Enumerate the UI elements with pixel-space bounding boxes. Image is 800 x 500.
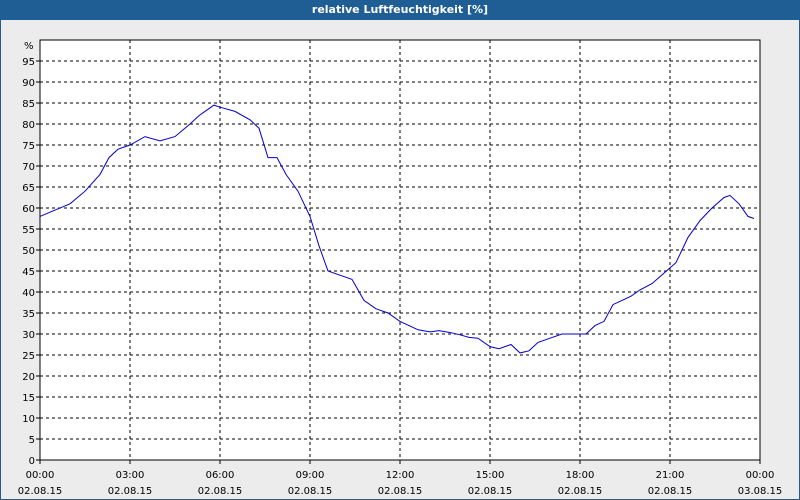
y-tick-label: 85 — [22, 99, 35, 110]
x-tick-time-label: 06:00 — [206, 470, 235, 481]
chart-title: relative Luftfeuchtigkeit [%] — [0, 0, 800, 20]
x-tick-date-label: 02.08.15 — [378, 486, 423, 497]
y-tick-label: 10 — [22, 414, 35, 425]
y-tick-label: 15 — [22, 393, 35, 404]
y-tick-label: 35 — [22, 309, 35, 320]
y-tick-label: 70 — [22, 162, 35, 173]
x-tick-time-label: 09:00 — [296, 470, 325, 481]
y-tick-label: 55 — [22, 225, 35, 236]
grid — [40, 40, 760, 460]
x-tick-time-label: 00:00 — [746, 470, 775, 481]
x-tick-date-label: 02.08.15 — [468, 486, 513, 497]
y-tick-label: 50 — [22, 246, 35, 257]
y-tick-label: 30 — [22, 330, 35, 341]
y-axis: 0 5 10 15 20 25 30 35 40 45 50 55 60 65 70 75 80 85 90 95 — [22, 57, 40, 467]
y-tick-label: 40 — [22, 288, 35, 299]
x-tick-time-label: 03:00 — [116, 470, 145, 481]
humidity-series-line — [39, 104, 755, 354]
x-tick-date-label: 02.08.15 — [198, 486, 243, 497]
x-tick-time-label: 00:00 — [26, 470, 55, 481]
x-tick-date-label: 02.08.15 — [648, 486, 693, 497]
y-tick-label: 65 — [22, 183, 35, 194]
x-tick-time-label: 21:00 — [656, 470, 685, 481]
x-axis: 00:00 02.08.15 03:00 02.08.15 06:00 02.08.15 0… — [18, 460, 783, 497]
x-tick-date-label: 02.08.15 — [288, 486, 333, 497]
x-tick-time-label: 15:00 — [476, 470, 505, 481]
y-unit-label: % — [24, 41, 34, 52]
y-tick-label: 90 — [22, 78, 35, 89]
y-tick-label: 25 — [22, 351, 35, 362]
y-tick-label: 0 — [29, 456, 35, 467]
x-tick-date-label: 02.08.15 — [18, 486, 63, 497]
y-tick-label: 80 — [22, 120, 35, 131]
y-tick-label: 5 — [29, 435, 35, 446]
y-tick-label: 20 — [22, 372, 35, 383]
x-tick-date-label: 02.08.15 — [108, 486, 153, 497]
y-tick-label: 60 — [22, 204, 35, 215]
x-tick-date-label: 02.08.15 — [558, 486, 603, 497]
x-tick-time-label: 18:00 — [566, 470, 595, 481]
y-tick-label: 45 — [22, 267, 35, 278]
y-tick-label: 75 — [22, 141, 35, 152]
x-tick-date-label: 03.08.15 — [738, 486, 783, 497]
x-tick-time-label: 12:00 — [386, 470, 415, 481]
y-tick-label: 95 — [22, 57, 35, 68]
